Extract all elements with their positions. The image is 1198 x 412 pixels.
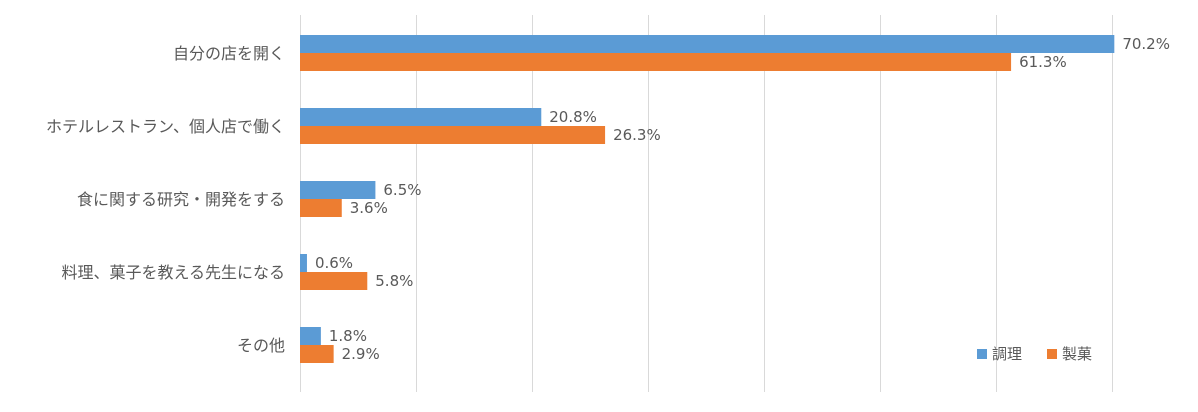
bar-製菓-4 bbox=[300, 345, 334, 363]
value-label-製菓-3: 5.8% bbox=[375, 272, 413, 290]
category-label-0: 自分の店を開く bbox=[173, 44, 285, 63]
value-label-製菓-4: 2.9% bbox=[342, 345, 380, 363]
value-label-製菓-2: 3.6% bbox=[350, 199, 388, 217]
legend-label-製菓: 製菓 bbox=[1062, 345, 1092, 363]
value-label-調理-0: 70.2% bbox=[1122, 35, 1170, 53]
bar-製菓-3 bbox=[300, 272, 368, 290]
category-label-1: ホテルレストラン、個人店で働く bbox=[46, 117, 285, 136]
bar-調理-4 bbox=[300, 327, 321, 345]
bar-調理-1 bbox=[300, 108, 542, 126]
legend: 調理 製菓 bbox=[977, 345, 1092, 363]
gridlines bbox=[300, 15, 1113, 392]
category-labels: 自分の店を開くホテルレストラン、個人店で働く食に関する研究・開発をする料理、菓子… bbox=[46, 44, 285, 355]
bar-製菓-2 bbox=[300, 199, 342, 217]
value-label-製菓-1: 26.3% bbox=[613, 126, 661, 144]
bar-製菓-1 bbox=[300, 126, 606, 144]
value-label-調理-1: 20.8% bbox=[549, 108, 597, 126]
legend-swatch-製菓 bbox=[1047, 349, 1057, 359]
category-label-4: その他 bbox=[237, 336, 285, 355]
bars bbox=[300, 35, 1115, 363]
legend-label-調理: 調理 bbox=[992, 345, 1022, 363]
bar-調理-0 bbox=[300, 35, 1115, 53]
bar-調理-2 bbox=[300, 181, 376, 199]
bar-製菓-0 bbox=[300, 53, 1012, 71]
value-label-調理-3: 0.6% bbox=[315, 254, 353, 272]
value-label-調理-4: 1.8% bbox=[329, 327, 367, 345]
value-label-製菓-0: 61.3% bbox=[1019, 53, 1067, 71]
legend-swatch-調理 bbox=[977, 349, 987, 359]
category-label-2: 食に関する研究・開発をする bbox=[77, 190, 285, 209]
category-label-3: 料理、菓子を教える先生になる bbox=[61, 263, 285, 282]
value-labels: 70.2% 61.3% 20.8% 26.3% 6.5%3.6% 0.6% 5.8% 1.8%… bbox=[315, 35, 1170, 363]
bar-調理-3 bbox=[300, 254, 307, 272]
value-label-調理-2: 6.5% bbox=[383, 181, 421, 199]
